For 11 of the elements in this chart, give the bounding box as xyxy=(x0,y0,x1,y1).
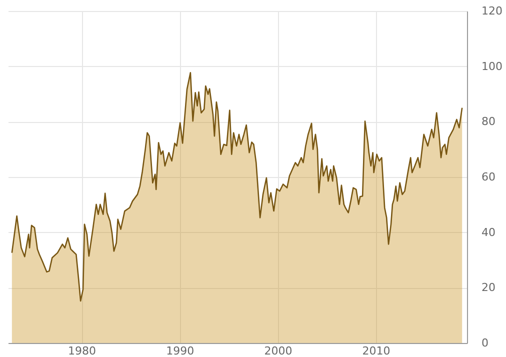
x-tick-label: 2010 xyxy=(362,344,390,357)
y-tick-label: 80 xyxy=(482,115,496,128)
x-tick-label: 1980 xyxy=(68,344,96,357)
y-tick-label: 20 xyxy=(482,281,496,294)
y-tick-label: 100 xyxy=(482,60,502,73)
y-tick-label: 60 xyxy=(482,170,496,184)
y-tick-label: 40 xyxy=(482,226,496,239)
y-tick-label: 0 xyxy=(482,336,488,350)
x-tick-label: 1990 xyxy=(166,344,194,357)
y-tick-label: 120 xyxy=(482,4,502,18)
x-tick-label: 2000 xyxy=(264,344,292,357)
